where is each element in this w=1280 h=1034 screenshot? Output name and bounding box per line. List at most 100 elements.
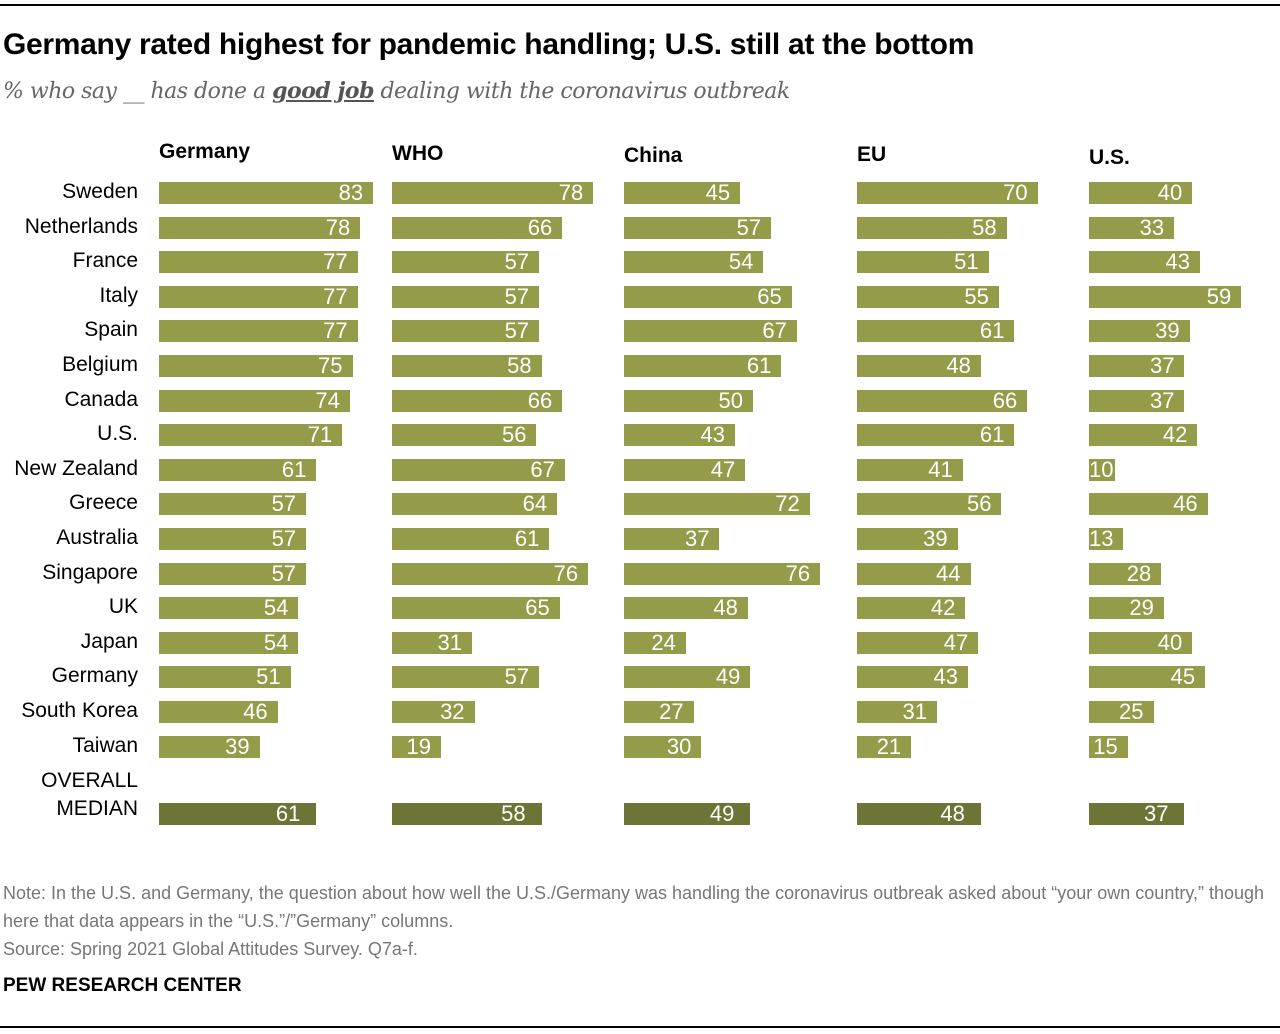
data-label: 67 xyxy=(530,456,555,482)
data-label: 21 xyxy=(876,733,902,759)
subtitle-emphasis: good job xyxy=(272,78,374,104)
data-label: 37 xyxy=(1149,353,1175,378)
data-label: 54 xyxy=(263,629,289,655)
bar xyxy=(392,735,442,758)
bar xyxy=(857,528,958,550)
median-label: MEDIAN xyxy=(56,797,138,820)
data-label: 61 xyxy=(746,353,772,378)
row-label: Belgium xyxy=(62,353,138,376)
row-label: Germany xyxy=(51,664,138,688)
bar xyxy=(624,666,751,689)
bar xyxy=(392,251,540,274)
bar xyxy=(159,597,299,620)
top-rule xyxy=(0,4,1280,6)
data-label: 40 xyxy=(1157,629,1183,655)
bar xyxy=(857,182,1038,204)
data-label: 65 xyxy=(525,595,550,621)
data-label: 57 xyxy=(504,283,530,309)
bar xyxy=(1089,389,1185,412)
row-label: South Korea xyxy=(21,699,138,722)
row-label: Taiwan xyxy=(72,733,138,757)
median-bar xyxy=(624,803,751,825)
bar xyxy=(624,216,772,239)
subtitle-text: dealing with the coronavirus outbreak xyxy=(373,79,790,104)
data-label: 24 xyxy=(651,629,676,655)
data-label: 78 xyxy=(325,214,351,240)
bar xyxy=(159,251,358,274)
bar xyxy=(159,285,358,308)
bar xyxy=(159,389,350,412)
data-label: 28 xyxy=(1126,560,1152,586)
data-label: 57 xyxy=(504,318,530,344)
data-label: 76 xyxy=(553,560,579,586)
row-label: Italy xyxy=(99,283,138,307)
bar xyxy=(857,458,963,481)
data-label: 65 xyxy=(757,283,782,309)
median-data-label: 61 xyxy=(275,801,301,826)
data-label: 31 xyxy=(437,629,462,655)
source: Source: Spring 2021 Global Attitudes Sur… xyxy=(3,939,418,959)
bar xyxy=(159,320,358,343)
bar xyxy=(392,285,540,308)
data-label: 61 xyxy=(979,318,1005,344)
bar xyxy=(392,597,560,620)
data-label: 29 xyxy=(1129,595,1154,621)
data-label: 57 xyxy=(504,664,530,690)
data-label: 66 xyxy=(527,214,553,240)
row-label: France xyxy=(72,249,138,273)
median-data-label: 48 xyxy=(940,801,965,826)
bar xyxy=(392,458,565,481)
row-label: Spain xyxy=(84,318,138,342)
data-label: 10 xyxy=(1089,456,1114,482)
bar xyxy=(392,493,558,516)
data-label: 77 xyxy=(323,249,348,275)
pew-logo-text: PEW RESEARCH CENTER xyxy=(3,975,242,996)
column-header: EU xyxy=(857,143,887,166)
bar xyxy=(1089,458,1115,481)
data-label: 71 xyxy=(307,422,333,448)
bar xyxy=(1089,424,1198,447)
bar xyxy=(392,182,594,204)
chart-title: Germany rated highest for pandemic handl… xyxy=(3,28,975,61)
data-label: 58 xyxy=(507,353,532,378)
data-label: 41 xyxy=(928,456,953,482)
data-label: 44 xyxy=(936,560,961,586)
bar xyxy=(1089,735,1128,758)
column-header: China xyxy=(624,144,683,167)
bar xyxy=(857,424,1015,447)
data-label: 37 xyxy=(684,526,710,551)
row-label: Singapore xyxy=(42,560,138,584)
data-label: 49 xyxy=(715,664,741,690)
bar xyxy=(624,355,782,377)
bar xyxy=(392,424,537,447)
median-label: OVERALL xyxy=(41,769,138,792)
data-label: 39 xyxy=(923,526,948,551)
data-label: 43 xyxy=(933,664,958,690)
column-header: WHO xyxy=(392,142,444,165)
median-bar xyxy=(1089,803,1185,825)
median-bar xyxy=(159,803,317,825)
data-label: 45 xyxy=(1170,664,1196,690)
data-label: 61 xyxy=(979,422,1005,448)
data-label: 13 xyxy=(1089,526,1114,551)
subtitle-text: % who say __ has done a xyxy=(3,79,273,104)
bar xyxy=(857,631,979,654)
bar xyxy=(857,355,981,377)
data-label: 70 xyxy=(1003,180,1028,205)
data-label: 76 xyxy=(785,560,811,586)
bar xyxy=(159,666,291,689)
bar xyxy=(624,597,748,620)
bar xyxy=(624,493,810,516)
row-label: Sweden xyxy=(62,180,138,203)
bar xyxy=(624,562,821,585)
data-label: 47 xyxy=(710,456,736,482)
data-label: 74 xyxy=(315,387,340,413)
bar xyxy=(1089,562,1162,585)
row-label: Australia xyxy=(56,526,138,549)
bar xyxy=(159,735,260,758)
bar xyxy=(857,389,1028,412)
data-label: 19 xyxy=(406,733,432,759)
bar xyxy=(159,528,307,550)
bar xyxy=(159,458,317,481)
row-label: New Zealand xyxy=(14,456,138,480)
